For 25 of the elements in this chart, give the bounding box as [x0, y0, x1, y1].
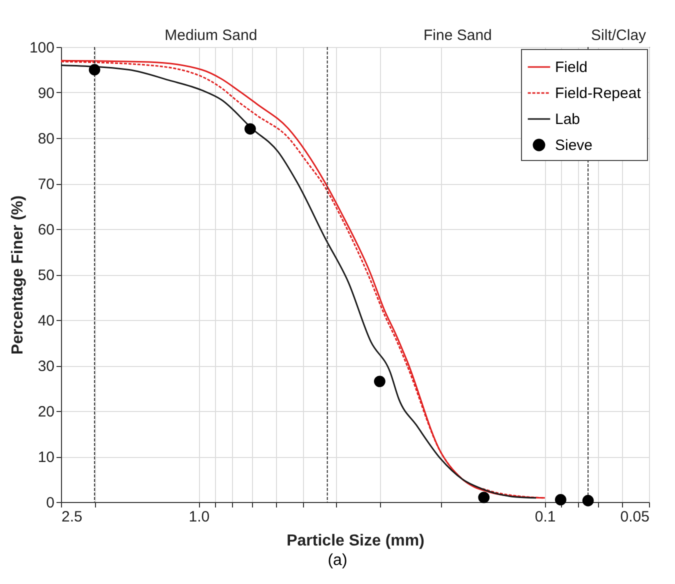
y-tick-label: 20 [38, 404, 54, 420]
text: Silt/Clay [591, 27, 647, 44]
legend-label: Sieve [555, 137, 593, 154]
y-tick-label: 80 [38, 130, 54, 148]
x-tick-label: 0.1 [534, 508, 556, 526]
x-tick-label: 0.05 [620, 508, 650, 526]
text: (a) [326, 552, 348, 570]
x-tick-label: 2.5 [62, 508, 82, 526]
y-tick-label: 50 [38, 267, 54, 284]
y-tick-label: 90 [38, 85, 54, 102]
x-axis-title: Particle Size (mm) [286, 532, 424, 550]
x-tick-label: 1.0 [188, 508, 210, 526]
y-axis-title: Percentage Finer (%) [9, 195, 26, 355]
y-tick-label: 30 [38, 358, 54, 375]
text: Medium Sand [164, 27, 258, 44]
legend-label: Field-Repeat [555, 85, 642, 102]
legend-label: Lab [555, 111, 580, 128]
y-tick-label: 40 [38, 312, 54, 330]
y-tick-label: 0 [46, 494, 54, 512]
legend-label: Field [555, 59, 588, 76]
y-tick-label: 70 [38, 176, 54, 193]
y-tick-label: 10 [38, 449, 54, 466]
y-tick-label: 60 [38, 222, 54, 238]
text: Fine Sand [424, 27, 492, 44]
y-tick-label: 100 [29, 40, 54, 56]
